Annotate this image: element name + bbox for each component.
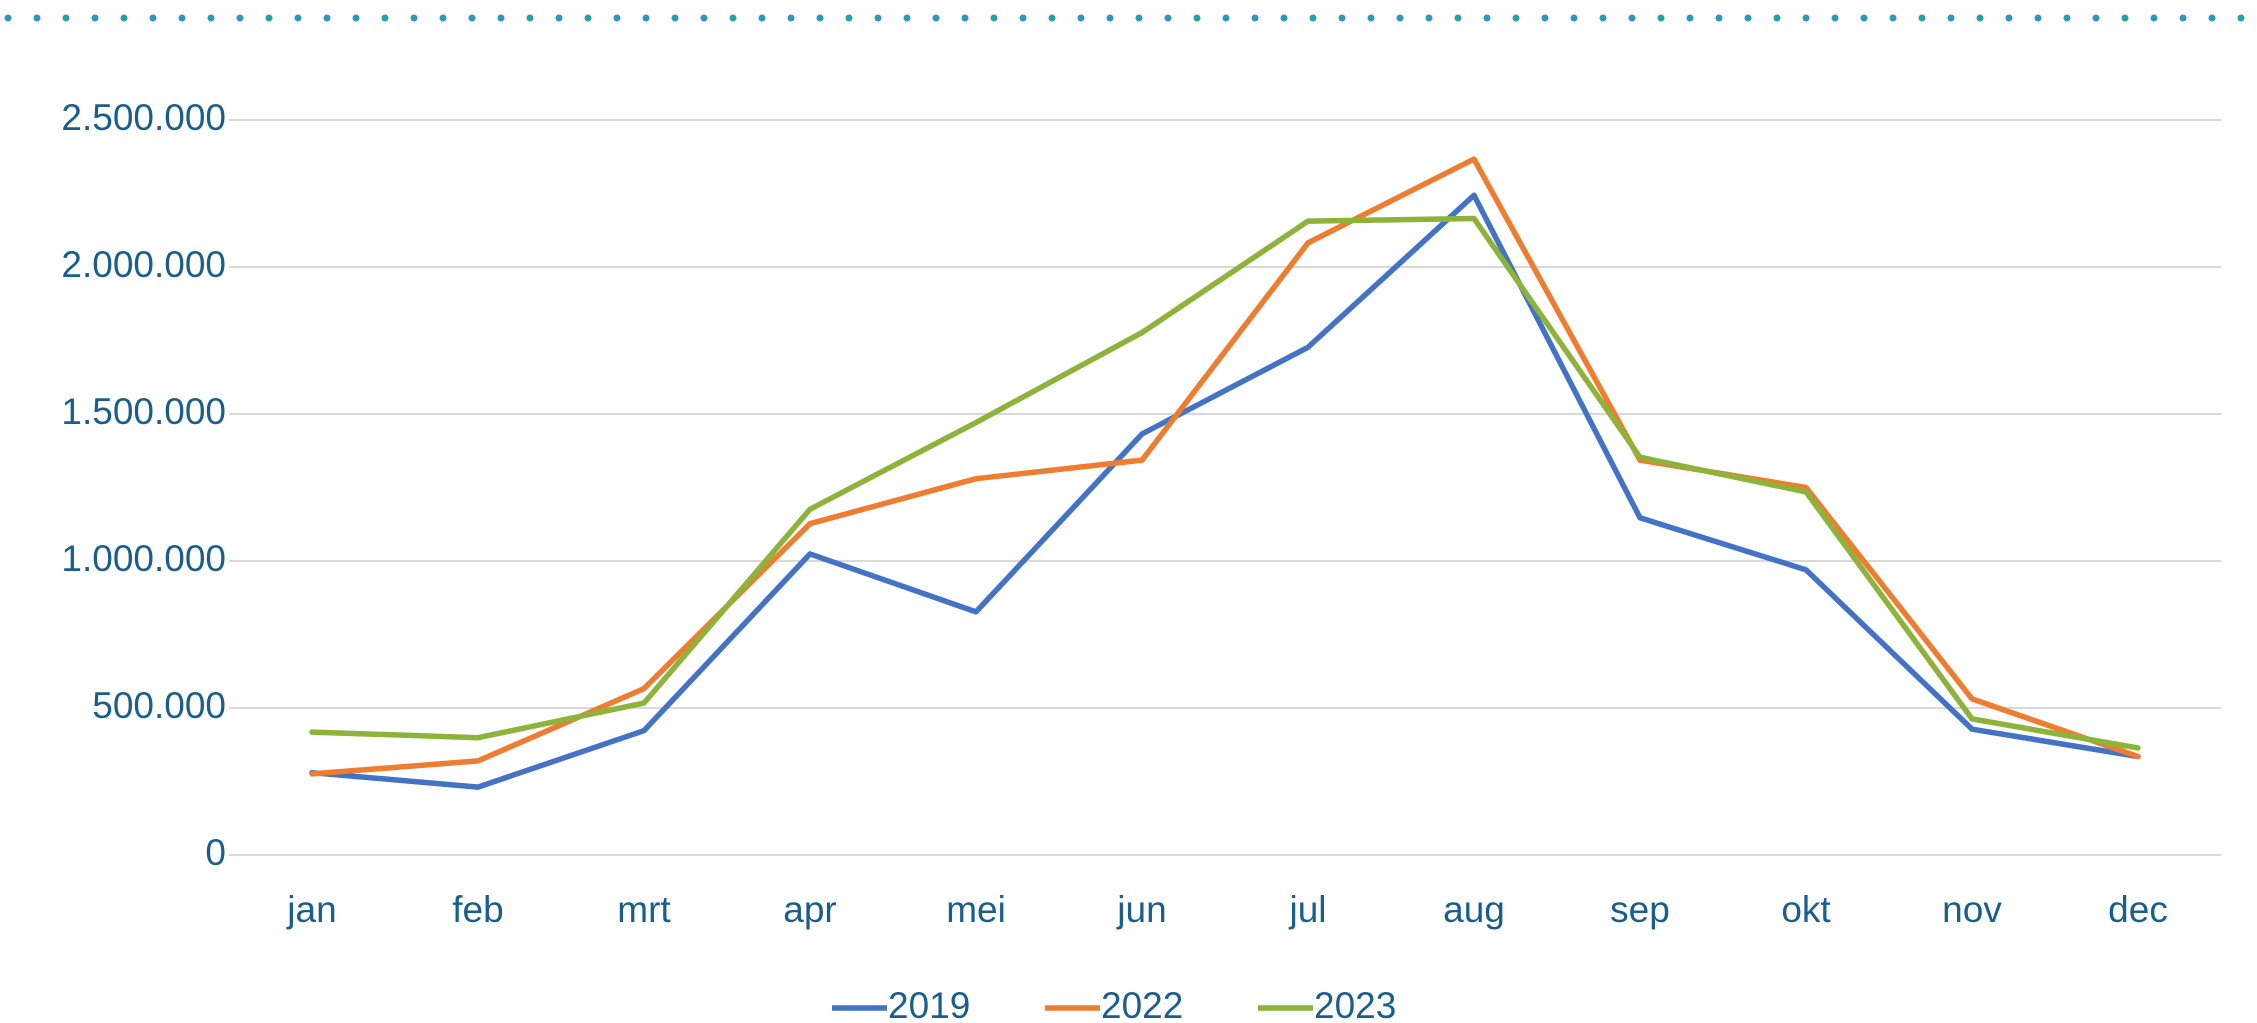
x-tick-label: dec <box>2108 889 2168 930</box>
series-line <box>309 215 2141 751</box>
y-tick-label: 0 <box>205 832 226 873</box>
x-tick-label: aug <box>1443 889 1505 930</box>
legend-label: 2019 <box>888 985 970 1023</box>
legend-label: 2023 <box>1314 985 1396 1023</box>
legend-label: 2022 <box>1101 985 1183 1023</box>
x-tick-label: jun <box>1116 889 1166 930</box>
x-tick-label: jul <box>1288 889 1326 930</box>
y-tick-label: 2.500.000 <box>61 97 226 138</box>
y-tick-label: 2.000.000 <box>61 244 226 285</box>
x-tick-label: feb <box>452 889 503 930</box>
series-line <box>309 192 2141 790</box>
y-tick-label: 1.000.000 <box>61 538 226 579</box>
x-tick-label: okt <box>1781 889 1831 930</box>
x-tick-label: jan <box>286 889 336 930</box>
y-tick-label: 1.500.000 <box>61 391 226 432</box>
y-tick-label: 500.000 <box>92 685 226 726</box>
x-tick-label: mei <box>946 889 1006 930</box>
x-tick-label: apr <box>783 889 836 930</box>
series-line <box>309 156 2141 777</box>
x-tick-label: sep <box>1610 889 1670 930</box>
x-tick-label: nov <box>1942 889 2002 930</box>
x-tick-label: mrt <box>617 889 671 930</box>
